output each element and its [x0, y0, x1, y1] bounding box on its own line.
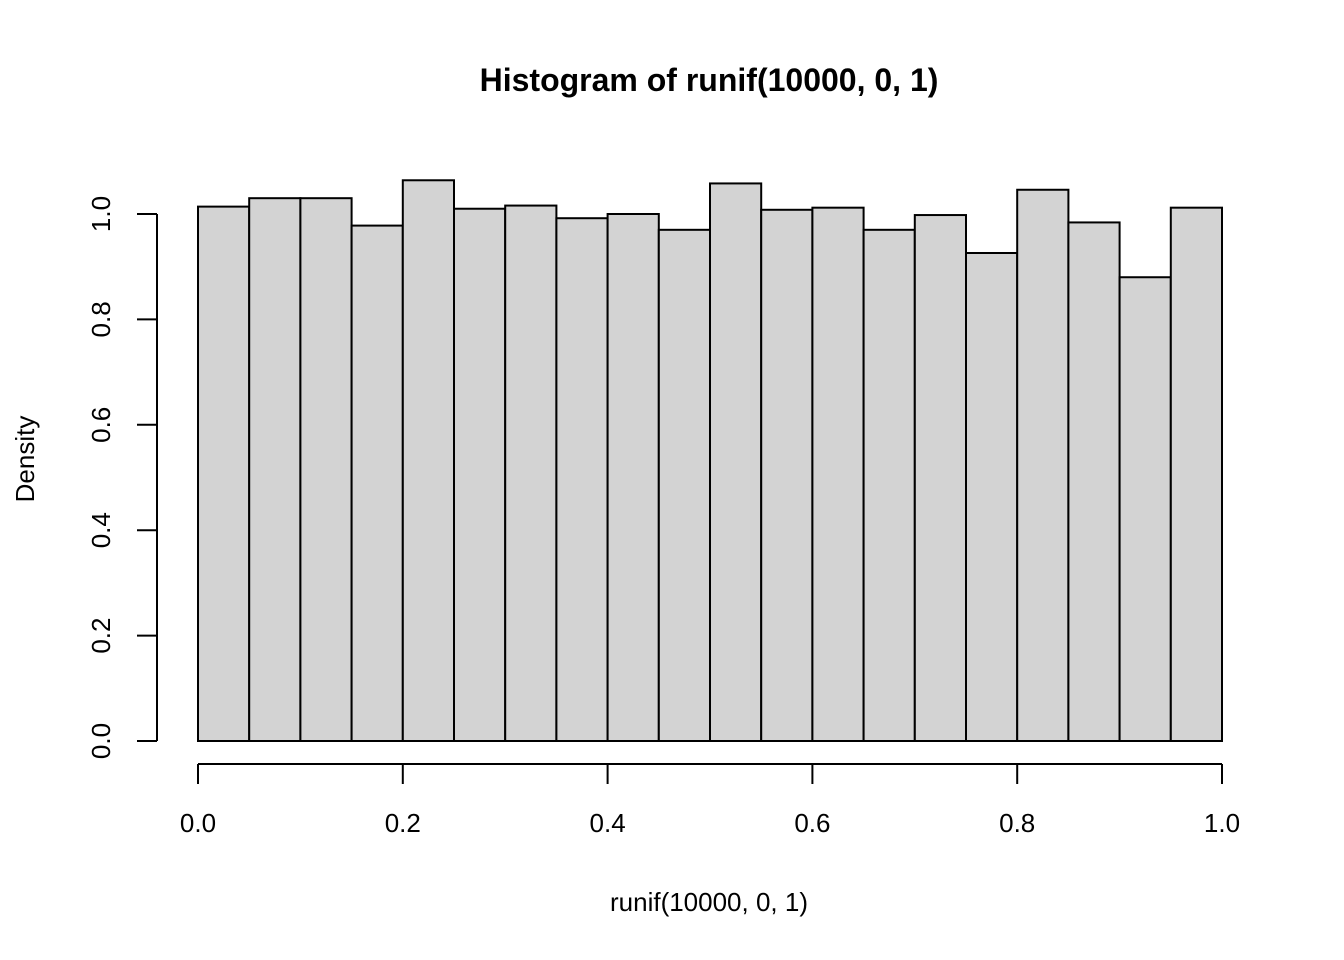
histogram-bar [657, 228, 711, 742]
y-axis-title: Density [10, 416, 40, 503]
histogram-bar [709, 182, 763, 742]
x-axis-title: runif(10000, 0, 1) [610, 887, 808, 917]
y-tick-label: 0.2 [86, 618, 116, 654]
x-tick-label: 1.0 [1204, 808, 1240, 838]
x-tick-label: 0.6 [794, 808, 830, 838]
chart-title: Histogram of runif(10000, 0, 1) [480, 62, 939, 98]
bars-group [197, 179, 1224, 743]
y-tick-label: 0.8 [86, 301, 116, 337]
histogram-bar [453, 207, 507, 743]
y-axis: 0.0 0.2 0.4 0.6 0.8 1.0 [86, 196, 158, 759]
histogram-bar [1016, 188, 1070, 742]
x-tick-label: 0.2 [385, 808, 421, 838]
histogram-bar [1169, 206, 1224, 742]
x-tick-label: 0.4 [590, 808, 626, 838]
histogram-bar [965, 251, 1019, 743]
histogram-bar [197, 205, 251, 742]
histogram-bar [760, 208, 814, 742]
histogram-bar [401, 179, 455, 743]
histogram-bar [350, 224, 404, 742]
histogram-bar [299, 197, 353, 742]
histogram-bar [1067, 221, 1121, 742]
x-tick-label: 0.0 [180, 808, 216, 838]
histogram-bar [862, 228, 916, 742]
histogram-bar [504, 204, 558, 742]
histogram-bar [913, 214, 967, 742]
x-tick-label: 0.8 [999, 808, 1035, 838]
histogram-bar [555, 217, 609, 742]
histogram-bar [1118, 276, 1172, 742]
histogram-bar [811, 206, 865, 742]
y-tick-label: 0.6 [86, 407, 116, 443]
y-tick-label: 1.0 [86, 196, 116, 232]
histogram-bar [606, 213, 660, 742]
y-tick-label: 0.0 [86, 723, 116, 759]
x-axis: 0.0 0.2 0.4 0.6 0.8 1.0 [180, 763, 1240, 838]
histogram-bar [248, 197, 302, 742]
y-tick-label: 0.4 [86, 512, 116, 548]
